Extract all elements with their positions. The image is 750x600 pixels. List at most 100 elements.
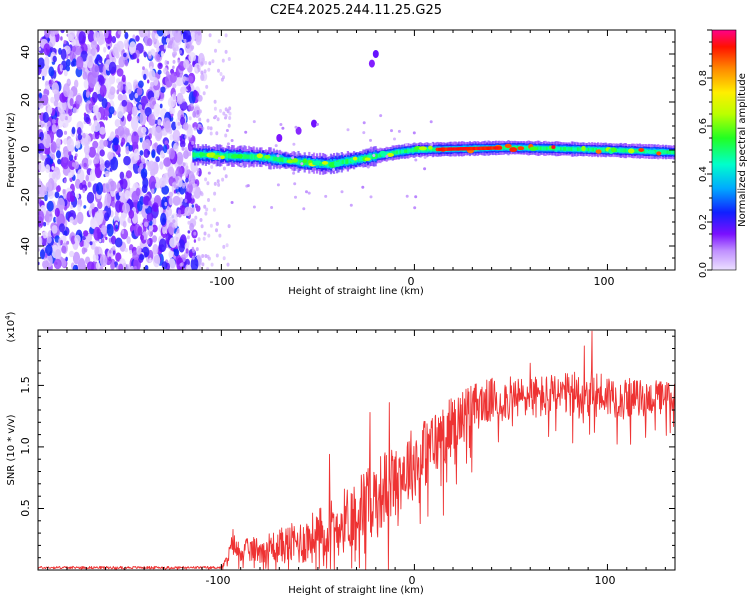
heatmap-cell	[110, 262, 115, 270]
heatmap-cell	[62, 188, 66, 195]
heatmap-cell	[154, 33, 159, 40]
heatmap-cell	[222, 166, 226, 171]
heatmap-cell	[75, 140, 81, 149]
heatmap-cell	[162, 144, 168, 154]
heatmap-cell	[159, 150, 165, 159]
heatmap-cell	[593, 147, 597, 152]
heatmap-cell	[369, 146, 373, 150]
heatmap-cell	[297, 159, 300, 165]
heatmap-cell	[575, 147, 578, 151]
heatmap-cell	[48, 66, 55, 77]
heatmap-cell	[190, 178, 194, 183]
heatmap-cell	[75, 94, 83, 105]
heatmap-cell	[271, 156, 274, 161]
heatmap-cell	[143, 51, 148, 58]
heatmap-cell	[431, 147, 434, 152]
snr-ytick-label: 1.0	[19, 437, 32, 455]
heatmap-cell	[198, 265, 202, 270]
heatmap-cell	[43, 221, 47, 227]
heatmap-cell	[222, 111, 226, 116]
heatmap-cell	[55, 185, 61, 193]
heatmap-cell	[221, 58, 225, 63]
heatmap-cell	[589, 147, 592, 152]
heatmap-cell	[157, 62, 163, 70]
heatmap-cell	[151, 150, 156, 159]
heatmap-cell	[44, 209, 53, 223]
heatmap-cell	[294, 195, 297, 199]
heatmap-cell	[163, 157, 172, 167]
heatmap-cell	[385, 154, 389, 158]
heatmap-cell	[191, 140, 195, 145]
heatmap-cell	[161, 261, 168, 270]
heatmap-cell	[148, 69, 156, 82]
heatmap-cell	[148, 175, 157, 191]
heatmap-cell	[54, 207, 60, 217]
heatmap-cell	[224, 174, 228, 179]
heatmap-cell	[224, 107, 228, 112]
heatmap-cell	[46, 126, 49, 132]
heatmap-cell	[191, 204, 194, 208]
snr-line	[38, 330, 675, 570]
heatmap-cell	[601, 148, 604, 152]
heatmap-cell	[226, 154, 229, 158]
heatmap-cell	[86, 191, 95, 204]
heatmap-cell	[54, 249, 62, 261]
heatmap-cell	[366, 165, 370, 169]
heatmap-cell	[272, 156, 275, 162]
heatmap-cell	[52, 118, 56, 125]
heatmap-cell	[147, 50, 152, 56]
heatmap-cell	[206, 181, 210, 186]
heatmap-cell	[634, 149, 637, 153]
heatmap-cell	[144, 107, 152, 117]
heatmap-cell	[70, 60, 75, 67]
heatmap-cell	[217, 182, 221, 187]
heatmap-cell	[115, 200, 122, 213]
heatmap-cell	[189, 222, 195, 232]
heatmap-cell	[428, 145, 433, 150]
heatmap-cell	[61, 245, 67, 254]
heatmap-cell	[175, 236, 179, 241]
heatmap-cell	[105, 236, 108, 241]
heatmap-cell	[38, 153, 41, 161]
heatmap-cell	[397, 129, 401, 133]
heatmap-cell	[63, 130, 68, 135]
heatmap-cell	[159, 103, 163, 109]
heatmap-cell	[55, 138, 62, 147]
heatmap-cell	[210, 262, 214, 267]
heatmap-cell	[198, 152, 206, 157]
heatmap-cell	[349, 203, 353, 207]
heatmap-cell	[570, 147, 573, 151]
heatmap-cell	[203, 231, 207, 236]
heatmap-cell	[159, 161, 164, 170]
heatmap-cell	[626, 149, 629, 153]
heatmap-cell	[131, 105, 138, 117]
heatmap-cell	[152, 202, 159, 213]
spectrogram-xlabel: Height of straight line (km)	[288, 286, 424, 297]
heatmap-cell	[38, 210, 45, 224]
heatmap-cell	[108, 106, 115, 115]
heatmap-cell	[101, 238, 105, 243]
heatmap-cell	[362, 121, 366, 125]
heatmap-cell	[215, 228, 218, 233]
heatmap-cell	[95, 262, 101, 270]
heatmap-cell	[61, 258, 67, 268]
heatmap-cell	[427, 147, 430, 152]
heatmap-cell	[172, 83, 177, 89]
heatmap-cell	[391, 151, 394, 155]
heatmap-cell	[368, 59, 375, 68]
heatmap-cell	[86, 261, 95, 270]
heatmap-cell	[269, 156, 272, 161]
heatmap-cell	[97, 31, 105, 46]
heatmap-cell	[79, 182, 83, 190]
heatmap-cell	[68, 172, 73, 179]
heatmap-cell	[186, 241, 190, 247]
heatmap-cell	[295, 126, 302, 135]
heatmap-cell	[138, 104, 143, 110]
heatmap-cell	[104, 160, 111, 169]
heatmap-cell	[311, 119, 317, 128]
heatmap-cell	[213, 106, 217, 111]
heatmap-cell	[230, 139, 234, 142]
heatmap-cell	[617, 148, 620, 152]
heatmap-cell	[106, 223, 114, 237]
spectrogram-xtick-label: 100	[594, 275, 615, 288]
